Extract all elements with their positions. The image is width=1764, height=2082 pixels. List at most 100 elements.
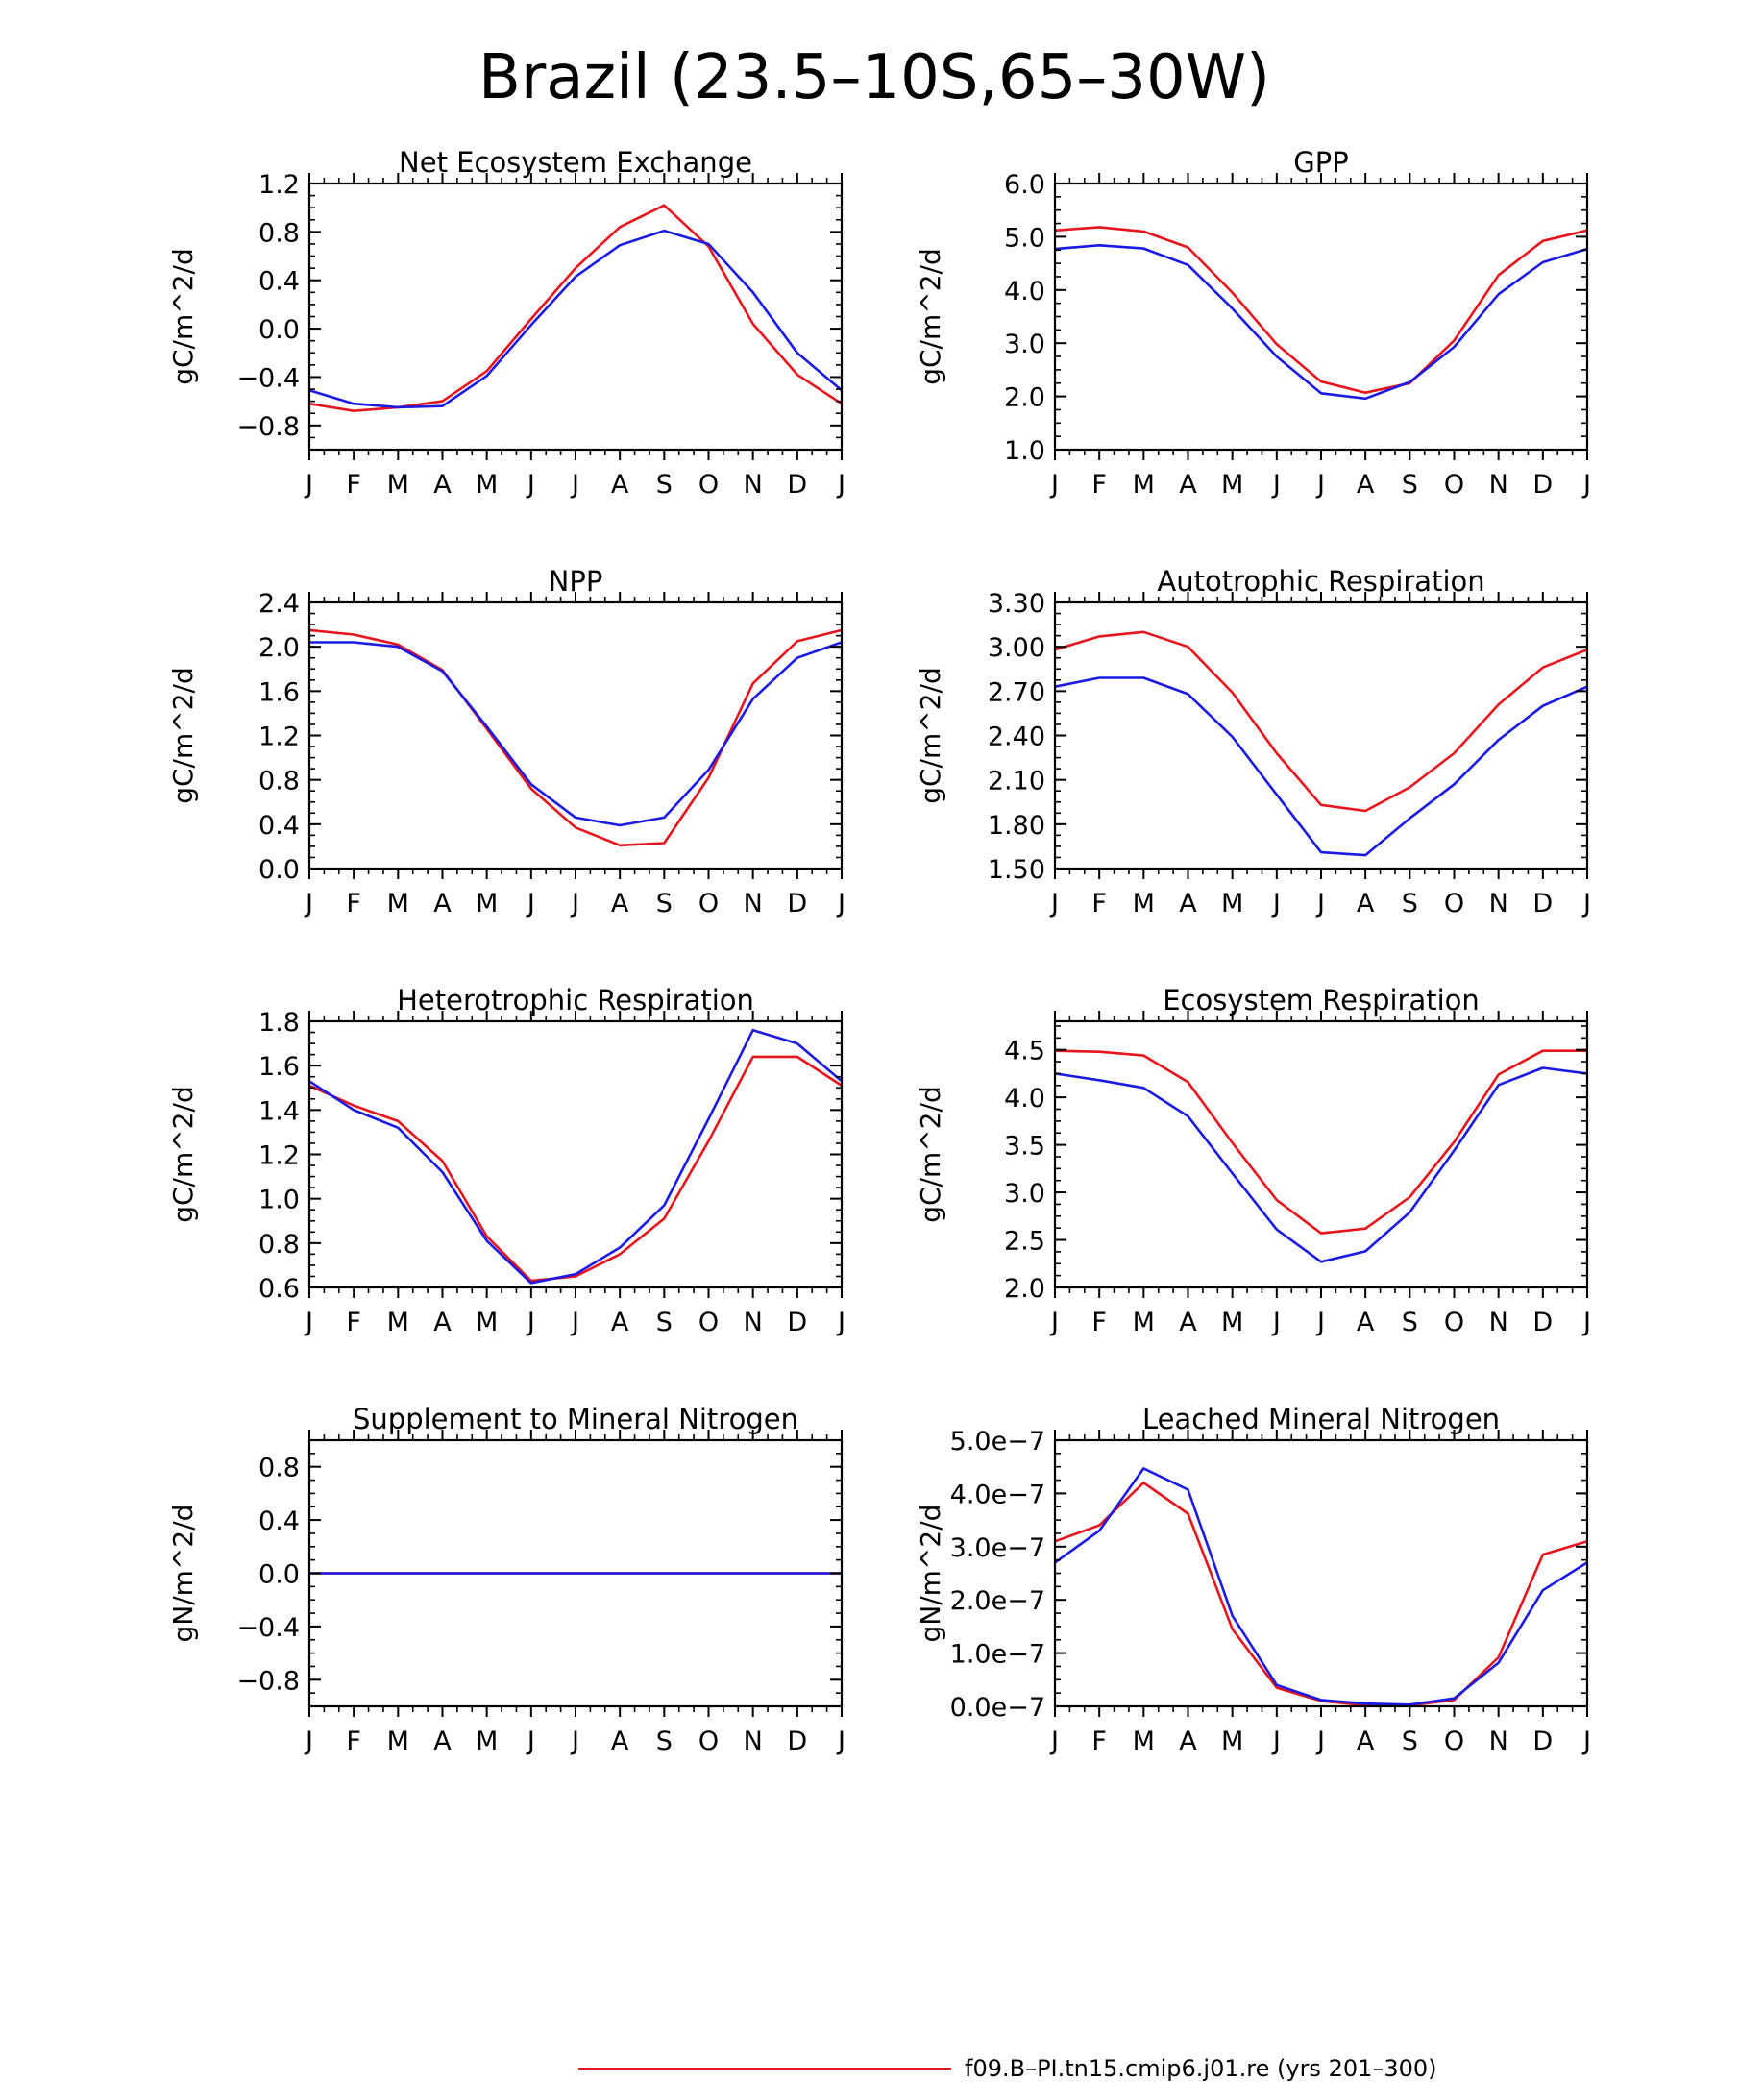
x-tick-label: J <box>570 1727 579 1756</box>
x-tick-label: A <box>433 470 452 500</box>
x-tick-label: N <box>1489 889 1508 919</box>
x-tick-label: J <box>1315 1727 1325 1756</box>
x-tick-label: N <box>744 1308 763 1337</box>
x-tick-label: M <box>387 470 409 500</box>
y-tick-label: 1.0e−7 <box>950 1640 1045 1670</box>
x-tick-label: O <box>698 470 719 500</box>
x-tick-label: J <box>1271 1308 1281 1337</box>
y-tick-label: 2.5 <box>1004 1227 1045 1257</box>
x-tick-label: F <box>346 470 361 500</box>
x-tick-label: A <box>611 1308 629 1337</box>
x-tick-label: S <box>656 889 673 919</box>
x-tick-label: J <box>526 1727 535 1756</box>
x-tick-label: N <box>1489 470 1508 500</box>
series-line-blue <box>1054 1467 1588 1706</box>
y-tick-label: 1.8 <box>258 1008 300 1038</box>
x-tick-label: M <box>387 889 409 919</box>
plot-frame <box>1053 600 1589 870</box>
x-tick-label: J <box>1581 470 1591 500</box>
x-tick-label: A <box>611 470 629 500</box>
y-tick-label: 0.0e−7 <box>950 1693 1045 1723</box>
y-tick-label: 0.8 <box>258 767 300 796</box>
x-tick-label: J <box>1581 1308 1591 1337</box>
y-tick-label: 4.0 <box>1004 1084 1045 1114</box>
x-tick-label: A <box>1357 470 1375 500</box>
x-tick-label: J <box>1315 470 1325 500</box>
y-tick-label: 1.2 <box>258 1141 300 1171</box>
x-tick-label: J <box>1049 1727 1059 1756</box>
y-tick-label: 5.0 <box>1004 223 1045 253</box>
x-tick-label: J <box>304 889 313 919</box>
y-tick-label: −0.4 <box>236 363 300 393</box>
x-tick-label: S <box>1402 1727 1418 1756</box>
x-tick-label: F <box>1091 470 1107 500</box>
y-tick-label: 3.5 <box>1004 1132 1045 1162</box>
y-tick-label: 1.0 <box>258 1186 300 1215</box>
x-tick-label: J <box>526 889 535 919</box>
x-tick-label: J <box>526 470 535 500</box>
x-tick-label: S <box>656 1727 673 1756</box>
y-tick-label: 2.0e−7 <box>950 1586 1045 1616</box>
x-tick-label: A <box>433 889 452 919</box>
y-tick-label: 0.8 <box>258 218 300 248</box>
series-line-blue <box>308 1028 843 1285</box>
panel-title: Leached Mineral Nitrogen <box>1142 1403 1500 1435</box>
y-tick-label: 4.5 <box>1004 1037 1045 1066</box>
panel-title: Autotrophic Respiration <box>1157 565 1484 598</box>
chart-panel: J F M A M J J A S O N D J0.00.40.81.21.62.02.4NPPgC/… <box>167 565 845 919</box>
x-tick-label: S <box>1402 470 1418 500</box>
x-tick-label: S <box>656 1308 673 1337</box>
x-tick-label: D <box>1532 889 1553 919</box>
y-axis-label: gC/m^2/d <box>167 248 199 385</box>
y-tick-label: 1.6 <box>258 1052 300 1082</box>
plot-frame <box>307 182 844 452</box>
x-tick-label: J <box>1271 470 1281 500</box>
x-tick-label: J <box>304 470 313 500</box>
y-tick-label: 3.0 <box>1004 330 1045 359</box>
y-axis-label: gN/m^2/d <box>915 1505 946 1643</box>
x-tick-label: A <box>1179 470 1197 500</box>
x-tick-label: S <box>1402 889 1418 919</box>
x-tick-label: J <box>570 1308 579 1337</box>
x-tick-label: J <box>526 1308 535 1337</box>
x-tick-label: A <box>1179 889 1197 919</box>
plot-frame <box>307 1019 844 1289</box>
x-tick-label: D <box>787 889 807 919</box>
x-tick-label: A <box>1357 889 1375 919</box>
x-tick-label: M <box>476 1727 498 1756</box>
panel-title: Supplement to Mineral Nitrogen <box>353 1403 798 1435</box>
chart-panel: J F M A M J J A S O N D J1.501.802.102.402.703.003.3… <box>915 565 1591 919</box>
x-tick-label: J <box>1315 889 1325 919</box>
x-tick-label: S <box>656 470 673 500</box>
figure-title: Brazil (23.5–10S,65–30W) <box>478 42 1270 113</box>
y-tick-label: 0.4 <box>258 267 300 297</box>
x-tick-label: J <box>570 470 579 500</box>
panel-title: NPP <box>549 565 603 598</box>
y-tick-label: 1.4 <box>258 1096 300 1126</box>
series-line-red <box>1054 226 1588 395</box>
y-tick-label: 1.0 <box>1004 436 1045 466</box>
y-tick-label: 3.30 <box>988 589 1045 619</box>
x-tick-label: D <box>1532 470 1553 500</box>
y-tick-label: 2.4 <box>258 589 300 619</box>
x-tick-label: A <box>1179 1308 1197 1337</box>
chart-panel: J F M A M J J A S O N D J0.0e−71.0e−72.0e−73.0e−74.0… <box>915 1403 1591 1756</box>
y-tick-label: 1.50 <box>988 855 1045 885</box>
x-tick-label: M <box>387 1308 409 1337</box>
y-tick-label: 2.0 <box>1004 383 1045 413</box>
y-tick-label: −0.8 <box>236 1666 300 1696</box>
x-tick-label: N <box>744 889 763 919</box>
y-tick-label: 3.0e−7 <box>950 1533 1045 1563</box>
x-tick-label: O <box>1444 1727 1464 1756</box>
x-tick-label: A <box>611 1727 629 1756</box>
y-tick-label: 1.80 <box>988 811 1045 841</box>
y-tick-label: 0.0 <box>258 315 300 345</box>
series-line-blue <box>309 641 843 827</box>
x-tick-label: J <box>1049 470 1059 500</box>
x-tick-label: M <box>476 470 498 500</box>
series-line-red <box>308 628 843 847</box>
series-line-blue <box>1054 676 1588 857</box>
x-tick-label: O <box>698 889 719 919</box>
x-tick-label: J <box>836 470 845 500</box>
y-tick-label: 1.6 <box>258 677 300 707</box>
